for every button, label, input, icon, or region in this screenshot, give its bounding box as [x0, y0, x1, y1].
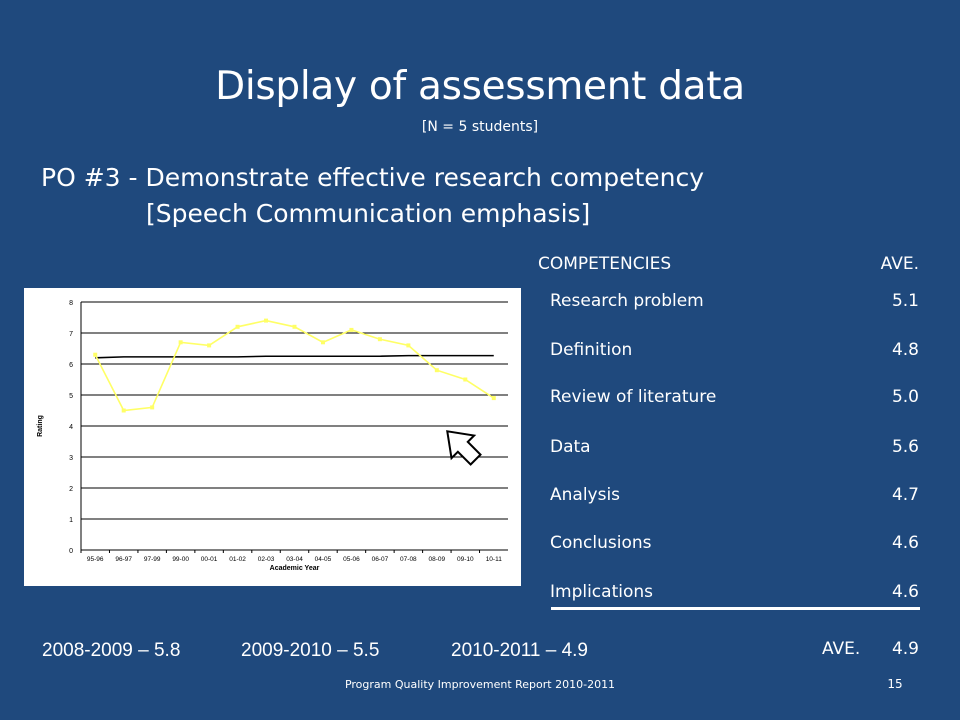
- data-point: [264, 318, 269, 323]
- competency-value: 5.1: [891, 291, 919, 311]
- data-point: [491, 396, 496, 401]
- y-tick-label: 2: [69, 486, 73, 493]
- program-outcome-emphasis: [Speech Communication emphasis]: [146, 199, 591, 228]
- y-axis-title: Rating: [37, 415, 44, 437]
- x-tick-label: 08-09: [429, 556, 446, 563]
- competency-label: Conclusions: [550, 533, 652, 553]
- data-point: [93, 352, 98, 357]
- x-tick-label: 97-99: [144, 556, 161, 563]
- competency-value: 4.8: [891, 340, 919, 360]
- competency-value: 5.0: [891, 387, 919, 407]
- y-tick-label: 7: [69, 331, 73, 338]
- data-point: [406, 343, 411, 348]
- program-outcome-line: PO #3 - Demonstrate effective research c…: [41, 163, 705, 192]
- x-tick-label: 02-03: [258, 556, 275, 563]
- x-tick-label: 05-06: [343, 556, 360, 563]
- data-point: [434, 368, 439, 373]
- x-axis-title: Academic Year: [270, 565, 320, 572]
- y-tick-label: 8: [69, 300, 73, 307]
- data-point: [292, 324, 297, 329]
- competency-label: Implications: [550, 582, 653, 602]
- slide-title: Display of assessment data: [215, 64, 745, 109]
- x-tick-label: 00-01: [201, 556, 218, 563]
- page-number: 15: [887, 677, 903, 691]
- data-point: [207, 343, 212, 348]
- x-tick-label: 96-97: [115, 556, 132, 563]
- y-tick-label: 4: [69, 424, 73, 431]
- competency-value: 4.7: [891, 485, 919, 505]
- x-tick-label: 09-10: [457, 556, 474, 563]
- competency-value: 4.6: [891, 582, 919, 602]
- y-tick-label: 0: [69, 548, 73, 555]
- competency-label: Definition: [550, 340, 633, 360]
- data-point: [463, 377, 468, 382]
- x-tick-label: 07-08: [400, 556, 417, 563]
- x-tick-label: 95-96: [87, 556, 104, 563]
- y-tick-label: 5: [69, 393, 73, 400]
- competency-value: 5.6: [891, 437, 919, 457]
- line-chart: 0 1 2 3 4 5 6 7 8 95-96 96-97 97-99 99-00 00-01 01-02 0…: [37, 300, 508, 572]
- series-line: [95, 354, 494, 359]
- x-tick-label: 99-00: [172, 556, 189, 563]
- competency-label: Analysis: [550, 485, 621, 505]
- competency-value: 4.6: [891, 533, 919, 553]
- x-tick-label: 04-05: [315, 556, 332, 563]
- total-underline: [551, 607, 920, 610]
- data-point: [235, 324, 240, 329]
- y-tick-label: 3: [69, 455, 73, 462]
- slide-subtitle: [N = 5 students]: [421, 119, 539, 135]
- data-point: [150, 405, 155, 410]
- average-header: AVE.: [880, 254, 919, 274]
- competency-label: Research problem: [550, 291, 704, 311]
- arrow-icon: [446, 430, 482, 466]
- data-point: [320, 340, 325, 345]
- y-tick-label: 1: [69, 517, 73, 524]
- footer-text: Program Quality Improvement Report 2010-…: [344, 678, 616, 691]
- overall-average-value: 4.9: [891, 639, 919, 659]
- y-tick-label: 6: [69, 362, 73, 369]
- year-average: 2010-2011 – 4.9: [451, 640, 588, 661]
- competency-label: Data: [550, 437, 591, 457]
- year-average: 2009-2010 – 5.5: [241, 640, 380, 661]
- year-average: 2008-2009 – 5.8: [42, 640, 181, 661]
- x-tick-label: 10-11: [486, 556, 503, 563]
- x-tick-label: 01-02: [229, 556, 246, 563]
- data-point: [121, 408, 126, 413]
- x-tick-label: 06-07: [372, 556, 389, 563]
- series-line: [94, 319, 495, 412]
- data-point: [377, 337, 382, 342]
- competencies-header: COMPETENCIES: [538, 254, 672, 274]
- x-tick-label: 03-04: [286, 556, 303, 563]
- data-point: [178, 340, 183, 345]
- chart-panel: 0 1 2 3 4 5 6 7 8 95-96 96-97 97-99 99-00 00-01 01-02 0…: [24, 288, 521, 586]
- data-point: [349, 327, 354, 332]
- competency-label: Review of literature: [550, 387, 717, 407]
- overall-average-label: AVE.: [822, 639, 861, 659]
